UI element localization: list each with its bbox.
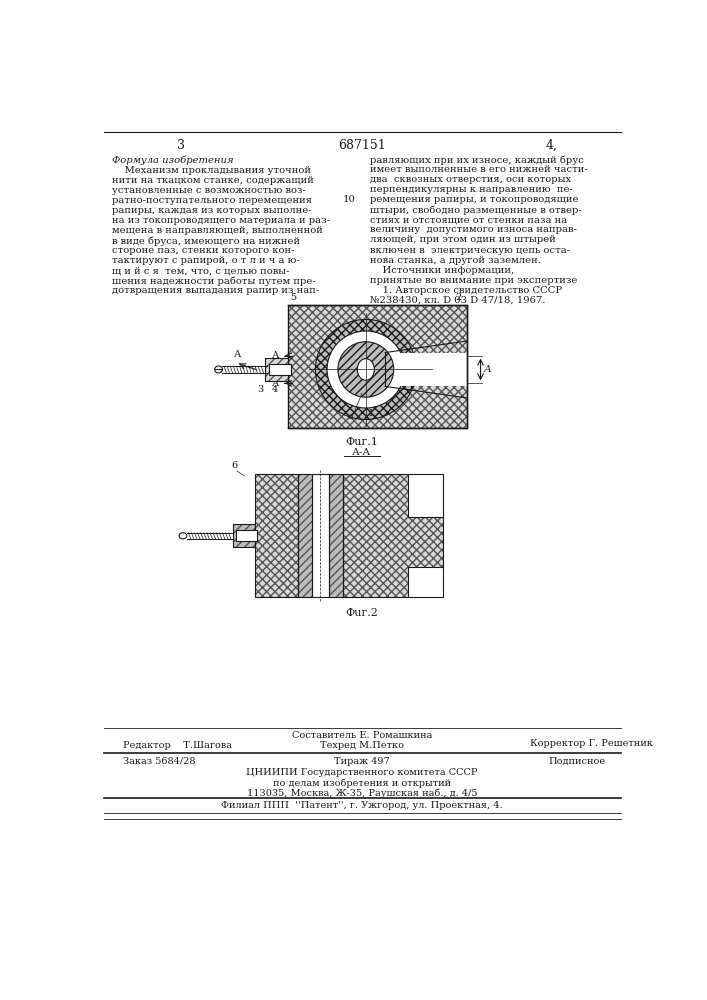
Bar bbox=[265, 358, 288, 381]
Text: 10: 10 bbox=[343, 195, 356, 204]
Text: рапиры, каждая из которых выполне-: рапиры, каждая из которых выполне- bbox=[112, 206, 311, 215]
Text: Редактор    Т.Шагова: Редактор Т.Шагова bbox=[123, 741, 233, 750]
Bar bbox=[233, 524, 255, 547]
Text: Формула изобретения: Формула изобретения bbox=[112, 155, 233, 165]
Text: Филиал ППП  ''Патент'', г. Ужгород, ул. Проектная, 4.: Филиал ППП ''Патент'', г. Ужгород, ул. П… bbox=[221, 801, 503, 810]
Bar bbox=[312, 474, 329, 597]
Text: щ и й с я  тем, что, с целью повы-: щ и й с я тем, что, с целью повы- bbox=[112, 266, 289, 275]
Text: дотвращения выпадания рапир из нап-: дотвращения выпадания рапир из нап- bbox=[112, 286, 319, 295]
Bar bbox=[255, 474, 298, 597]
Text: 3: 3 bbox=[257, 385, 264, 394]
Text: Техред М.Петко: Техред М.Петко bbox=[320, 741, 404, 750]
Text: на из токопроводящего материала и раз-: на из токопроводящего материала и раз- bbox=[112, 216, 329, 225]
Text: Фuг.2: Фuг.2 bbox=[346, 608, 378, 618]
Bar bbox=[265, 358, 288, 381]
Text: по делам изобретения и открытий: по делам изобретения и открытий bbox=[273, 778, 451, 788]
Text: включен в  электрическую цепь оста-: включен в электрическую цепь оста- bbox=[370, 246, 570, 255]
Text: шения надежности работы путем пре-: шения надежности работы путем пре- bbox=[112, 276, 315, 286]
Text: А: А bbox=[271, 379, 279, 388]
Text: принятые во внимание при экспертизе: принятые во внимание при экспертизе bbox=[370, 276, 577, 285]
Text: Заказ 5684/28: Заказ 5684/28 bbox=[123, 757, 196, 766]
Bar bbox=[236, 530, 257, 541]
Bar bbox=[409, 473, 444, 517]
Bar bbox=[329, 474, 343, 597]
Text: ратно-поступательного перемещения: ратно-поступательного перемещения bbox=[112, 196, 312, 205]
Text: 1. Авторское свидетельство СССР: 1. Авторское свидетельство СССР bbox=[370, 286, 562, 295]
Bar bbox=[329, 474, 343, 597]
Bar bbox=[343, 474, 443, 597]
Text: А: А bbox=[484, 365, 491, 374]
Text: 1: 1 bbox=[368, 409, 373, 418]
Bar bbox=[298, 474, 312, 597]
Text: Фuг.1: Фuг.1 bbox=[346, 437, 378, 447]
Text: Тираж 497: Тираж 497 bbox=[334, 757, 390, 766]
Bar bbox=[385, 353, 467, 386]
Bar bbox=[269, 364, 291, 375]
Text: a: a bbox=[347, 412, 354, 421]
Bar bbox=[343, 474, 443, 597]
Text: стороне паз, стенки которого кон-: стороне паз, стенки которого кон- bbox=[112, 246, 294, 255]
Circle shape bbox=[315, 319, 416, 420]
Bar bbox=[255, 474, 298, 597]
Text: 6: 6 bbox=[232, 461, 238, 470]
Text: 4: 4 bbox=[271, 385, 278, 394]
Text: Составитель Е. Ромашкина: Составитель Е. Ромашкина bbox=[292, 731, 432, 740]
Text: 2: 2 bbox=[456, 293, 462, 302]
Bar bbox=[409, 567, 444, 597]
Text: нити на ткацком станке, содержащий: нити на ткацком станке, содержащий bbox=[112, 176, 313, 185]
Text: 3: 3 bbox=[177, 139, 185, 152]
Circle shape bbox=[338, 342, 394, 397]
Bar bbox=[288, 305, 467, 428]
Text: 687151: 687151 bbox=[338, 139, 386, 152]
Text: А: А bbox=[233, 350, 241, 359]
Text: величину  допустимого износа направ-: величину допустимого износа направ- bbox=[370, 225, 577, 234]
Text: равляющих при их износе, каждый брус: равляющих при их износе, каждый брус bbox=[370, 155, 583, 165]
Text: 4,: 4, bbox=[546, 139, 558, 152]
Text: А: А bbox=[271, 351, 279, 360]
Circle shape bbox=[327, 331, 404, 408]
Bar bbox=[288, 305, 467, 428]
Bar bbox=[233, 524, 255, 547]
Text: установленные с возможностью воз-: установленные с возможностью воз- bbox=[112, 186, 305, 195]
Bar bbox=[298, 474, 312, 597]
Text: 5: 5 bbox=[290, 293, 296, 302]
Text: в виде бруса, имеющего на нижней: в виде бруса, имеющего на нижней bbox=[112, 236, 300, 246]
Text: Механизм прокладывания уточной: Механизм прокладывания уточной bbox=[112, 166, 310, 175]
Text: перпендикулярны к направлению  пе-: перпендикулярны к направлению пе- bbox=[370, 185, 573, 194]
Ellipse shape bbox=[357, 359, 374, 380]
Ellipse shape bbox=[215, 366, 223, 373]
Text: ремещения рапиры, и токопроводящие: ремещения рапиры, и токопроводящие bbox=[370, 195, 578, 204]
Text: А-А: А-А bbox=[352, 448, 372, 457]
Text: два  сквозных отверстия, оси которых: два сквозных отверстия, оси которых bbox=[370, 175, 571, 184]
Text: 113035, Москва, Ж-35, Раушская наб., д. 4/5: 113035, Москва, Ж-35, Раушская наб., д. … bbox=[247, 788, 477, 798]
Text: стиях и отстоящие от стенки паза на: стиях и отстоящие от стенки паза на bbox=[370, 215, 567, 224]
Ellipse shape bbox=[179, 533, 187, 539]
Text: ляющей, при этом один из штырей: ляющей, при этом один из штырей bbox=[370, 235, 556, 244]
Text: №238430, кл. D 03 D 47/18, 1967.: №238430, кл. D 03 D 47/18, 1967. bbox=[370, 296, 545, 305]
Text: ЦНИИПИ Государственного комитета СССР: ЦНИИПИ Государственного комитета СССР bbox=[246, 768, 478, 777]
Text: нова станка, а другой заземлен.: нова станка, а другой заземлен. bbox=[370, 256, 541, 265]
Text: мещена в направляющей, выполненной: мещена в направляющей, выполненной bbox=[112, 226, 322, 235]
Text: Корректор Г. Решетник: Корректор Г. Решетник bbox=[530, 739, 653, 748]
Text: имеет выполненные в его нижней части-: имеет выполненные в его нижней части- bbox=[370, 165, 588, 174]
Text: штыри, свободно размещенные в отвер-: штыри, свободно размещенные в отвер- bbox=[370, 205, 581, 215]
Text: Источники информации,: Источники информации, bbox=[370, 266, 514, 275]
Text: Подписное: Подписное bbox=[548, 757, 605, 766]
Text: тактируют с рапирой, о т л и ч а ю-: тактируют с рапирой, о т л и ч а ю- bbox=[112, 256, 299, 265]
